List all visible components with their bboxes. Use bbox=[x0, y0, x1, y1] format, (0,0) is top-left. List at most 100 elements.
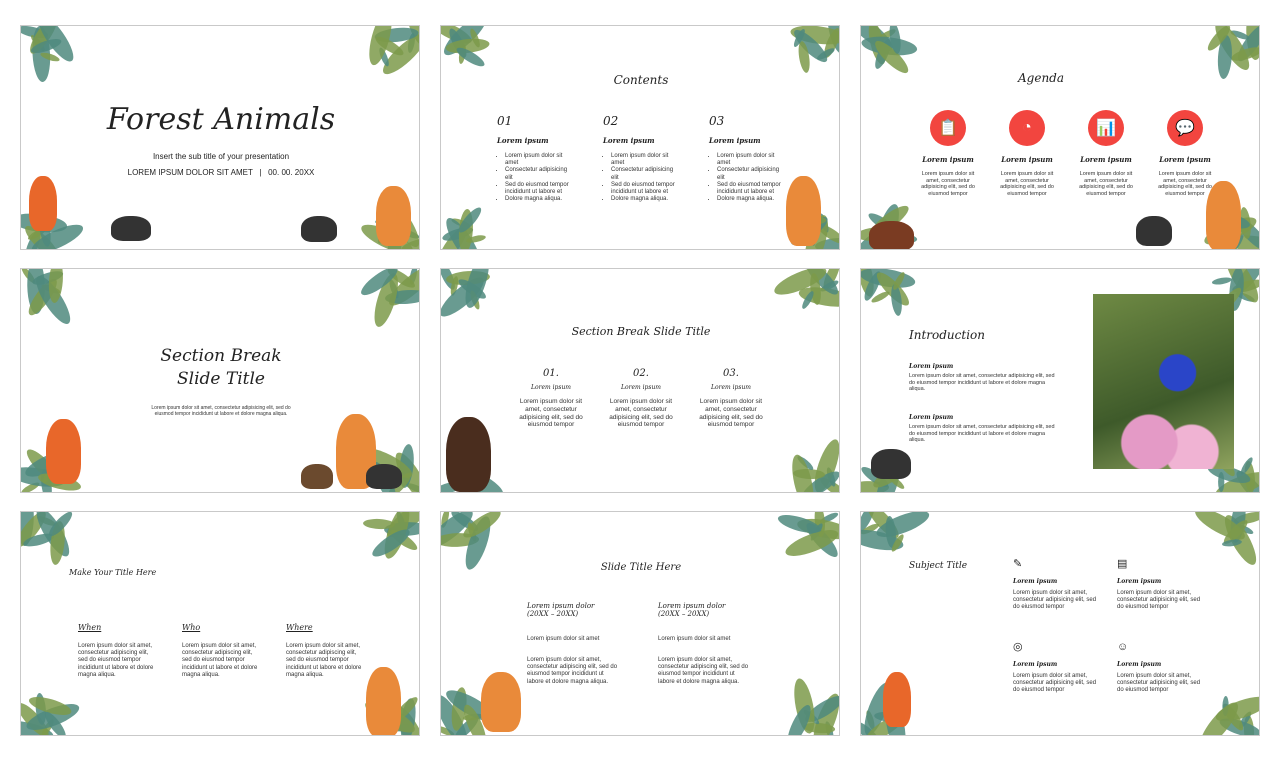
skunk-illustration bbox=[1136, 216, 1172, 246]
bullet-item: Consectetur adipisicing elit bbox=[505, 167, 569, 181]
slide-thumbnail-5-section2[interactable]: Section Break Slide Title 01. Lorem ipsum L… bbox=[440, 268, 840, 493]
block-text: Lorem ipsum dolor sit amet, consectetur … bbox=[909, 424, 1055, 444]
column-heading: Lorem ipsum bbox=[620, 384, 662, 391]
slide-title: Section Break Slide Title bbox=[160, 346, 282, 389]
column-line: Lorem ipsum dolor sit amet bbox=[658, 636, 731, 642]
slide-title: Forest Animals bbox=[106, 102, 336, 137]
fox-illustration bbox=[29, 176, 57, 231]
slide-thumbnail-3-agenda[interactable]: Agenda 📋 Lorem ipsum Lorem ipsum dolor sit … bbox=[860, 25, 1260, 250]
leaf-decoration bbox=[21, 26, 419, 249]
item-heading: Lorem ipsum bbox=[1080, 155, 1132, 164]
bullet-item: Sed do eiusmod tempor incididunt ut labo… bbox=[505, 182, 569, 196]
bar-chart-icon: 📊 bbox=[1088, 110, 1124, 146]
web-page-icon: ▤ bbox=[1117, 558, 1128, 570]
item-heading: Lorem ipsum bbox=[1001, 155, 1053, 164]
target-icon: ◎ bbox=[1013, 641, 1023, 653]
bird-photo bbox=[1093, 294, 1234, 469]
column-heading: Where bbox=[286, 623, 313, 632]
slide-thumbnail-1-title[interactable]: Forest Animals Insert the sub title of yo… bbox=[20, 25, 420, 250]
column-heading: Lorem ipsum bbox=[603, 136, 655, 145]
bullet-list: Lorem ipsum dolor sit ametConsectetur ad… bbox=[603, 153, 675, 203]
bullet-item: Dolore magna aliqua. bbox=[717, 196, 781, 203]
slide-title: Agenda bbox=[1017, 71, 1065, 85]
slide-title: Make Your Title Here bbox=[69, 568, 157, 577]
column-heading: Lorem ipsum bbox=[709, 136, 761, 145]
bullet-item: Dolore magna aliqua. bbox=[505, 196, 569, 203]
bullet-item: Sed do eiusmod tempor incididunt ut labo… bbox=[611, 182, 675, 196]
block-text: Lorem ipsum dolor sit amet, consectetur … bbox=[909, 373, 1055, 393]
column-number: 01. bbox=[543, 368, 559, 379]
column-text: Lorem ipsum dolor sit amet, consectetur … bbox=[699, 398, 763, 429]
slide-thumbnail-2-contents[interactable]: Contents 01 Lorem ipsum Lorem ipsum dolor s… bbox=[440, 25, 840, 250]
item-heading: Lorem ipsum bbox=[1159, 155, 1211, 164]
item-text: Lorem ipsum dolor sit amet, consectetur … bbox=[1117, 673, 1201, 694]
bear-illustration bbox=[446, 417, 491, 492]
deer-illustration bbox=[1206, 181, 1241, 249]
bullet-item: Dolore magna aliqua. bbox=[611, 196, 675, 203]
column-number: 02. bbox=[633, 368, 649, 379]
bullet-item: Lorem ipsum dolor sit amet bbox=[717, 153, 781, 167]
column-heading: Lorem ipsum bbox=[710, 384, 752, 391]
slide-subtitle: Insert the sub title of your presentatio… bbox=[152, 152, 290, 161]
column-line: Lorem ipsum dolor sit amet bbox=[527, 636, 600, 642]
item-text: Lorem ipsum dolor sit amet, consectetur … bbox=[1013, 673, 1097, 694]
column-text: Lorem ipsum dolor sit amet, consectetur … bbox=[609, 398, 673, 429]
leaf-decoration bbox=[861, 26, 1259, 249]
block-heading: Lorem ipsum bbox=[909, 414, 954, 421]
column-text: Lorem ipsum dolor sit amet, consectetur … bbox=[286, 643, 362, 678]
item-heading: Lorem ipsum bbox=[1117, 578, 1162, 585]
fox-illustration bbox=[883, 672, 911, 727]
bullet-item: Lorem ipsum dolor sit amet bbox=[505, 153, 569, 167]
deer-illustration bbox=[481, 672, 521, 732]
bullet-item: Sed do eiusmod tempor incididunt ut labo… bbox=[717, 182, 781, 196]
skunk-illustration bbox=[871, 449, 911, 479]
slide-title: Section Break Slide Title bbox=[571, 325, 711, 338]
column-text: Lorem ipsum dolor sit amet, consectetur … bbox=[78, 643, 154, 678]
bullet-item: Lorem ipsum dolor sit amet bbox=[611, 153, 675, 167]
hedgehog-illustration bbox=[301, 464, 333, 489]
leaf-decoration bbox=[861, 512, 1259, 735]
column-heading: When bbox=[78, 623, 102, 632]
item-text: Lorem ipsum dolor sit amet, consectetur … bbox=[1158, 171, 1212, 197]
slide-text: Lorem ipsum dolor sit amet, consectetur … bbox=[151, 405, 291, 417]
column-heading: Lorem ipsum bbox=[497, 136, 549, 145]
column-heading: Lorem ipsum dolor (20XX – 20XX) bbox=[658, 602, 726, 619]
slide-title: Slide Title Here bbox=[600, 562, 682, 573]
deer-illustration bbox=[376, 186, 411, 246]
column-number: 01 bbox=[497, 114, 513, 128]
column-text: Lorem ipsum dolor sit amet, consectetur … bbox=[527, 657, 618, 685]
slide-title: Subject Title bbox=[909, 561, 968, 571]
bullet-list: Lorem ipsum dolor sit ametConsectetur ad… bbox=[497, 153, 569, 203]
bullet-list: Lorem ipsum dolor sit ametConsectetur ad… bbox=[709, 153, 781, 203]
slide-thumbnail-7-www[interactable]: Make Your Title Here When Lorem ipsum dolo… bbox=[20, 511, 420, 736]
slide-title: Introduction bbox=[909, 328, 985, 342]
column-number: 03 bbox=[709, 114, 725, 128]
slide-thumbnail-4-section[interactable]: Section Break Slide Title Lorem ipsum dol… bbox=[20, 268, 420, 493]
deer-illustration bbox=[366, 667, 401, 735]
bullet-item: Consectetur adipisicing elit bbox=[611, 167, 675, 181]
pie-chart-icon: ◔ bbox=[1009, 110, 1045, 146]
item-text: Lorem ipsum dolor sit amet, consectetur … bbox=[1117, 590, 1201, 611]
column-heading: Who bbox=[182, 623, 201, 632]
column-heading: Lorem ipsum bbox=[530, 384, 572, 391]
item-text: Lorem ipsum dolor sit amet, consectetur … bbox=[1079, 171, 1133, 197]
column-heading: Lorem ipsum dolor (20XX – 20XX) bbox=[527, 602, 595, 619]
item-heading: Lorem ipsum bbox=[922, 155, 974, 164]
skunk-illustration bbox=[301, 216, 337, 242]
slide-title: Contents bbox=[613, 73, 669, 87]
slide-thumbnail-9-subject[interactable]: Subject Title ✎ Lorem ipsum Lorem ipsum dol… bbox=[860, 511, 1260, 736]
skunk-illustration bbox=[111, 216, 151, 241]
idea-icon: ☺ bbox=[1117, 641, 1129, 653]
item-text: Lorem ipsum dolor sit amet, consectetur … bbox=[1013, 590, 1097, 611]
document-edit-icon: ✎ bbox=[1013, 558, 1023, 570]
clipboard-icon: 📋 bbox=[930, 110, 966, 146]
slide-meta: LOREM IPSUM DOLOR SIT AMET | 00. 00. 20X… bbox=[127, 168, 315, 177]
block-heading: Lorem ipsum bbox=[909, 363, 954, 370]
column-text: Lorem ipsum dolor sit amet, consectetur … bbox=[182, 643, 258, 678]
tree-stump-illustration bbox=[869, 221, 914, 249]
item-text: Lorem ipsum dolor sit amet, consectetur … bbox=[921, 171, 975, 197]
fox-illustration bbox=[46, 419, 81, 484]
slide-thumbnail-6-intro[interactable]: Introduction Lorem ipsum Lorem ipsum dolor… bbox=[860, 268, 1260, 493]
item-heading: Lorem ipsum bbox=[1117, 661, 1162, 668]
slide-thumbnail-8-timeline[interactable]: Slide Title Here Lorem ipsum dolor (20XX … bbox=[440, 511, 840, 736]
